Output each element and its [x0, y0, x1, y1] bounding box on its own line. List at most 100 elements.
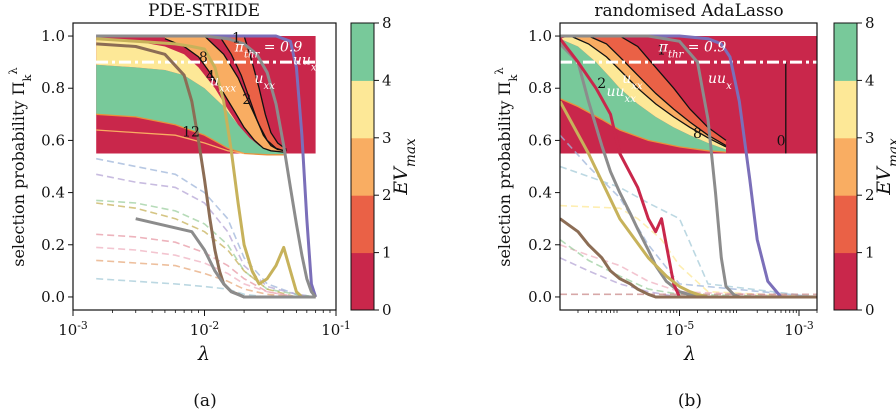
- series-brown: [560, 217, 817, 299]
- colorbar-segment: [351, 80, 374, 139]
- contour-label: 8: [693, 126, 702, 142]
- region-label: uuxx: [606, 84, 636, 105]
- colorbar-tick-label: 1: [865, 244, 875, 262]
- colorbar-segment: [834, 80, 857, 139]
- dashed-series-0: [96, 157, 316, 298]
- region-label: uxx: [254, 71, 275, 92]
- y-tick-label: 0.4: [41, 184, 65, 202]
- x-tick-label: 10-5: [665, 319, 695, 340]
- panel-b-caption: (b): [678, 391, 702, 411]
- y-tick-label: 0.2: [41, 236, 65, 254]
- colorbar-segment: [834, 252, 857, 311]
- panel-b-y-ticks: 0.0 0.2 0.4 0.6 0.8 1.0: [528, 27, 560, 306]
- panel-a-x-ticks: 10-3 10-2 10-1: [58, 310, 351, 339]
- colorbar-tick-label: 4: [865, 71, 875, 89]
- threshold-label: πthr = 0.9: [658, 40, 727, 61]
- contour-label: 0: [777, 134, 786, 150]
- contour-line-3: [204, 35, 284, 152]
- colorbar-tick-label: 2: [865, 186, 875, 204]
- contour-label: 8: [199, 50, 208, 66]
- series-uu_x: [560, 34, 817, 299]
- colorbar-segment: [351, 23, 374, 81]
- contour-label: 1: [657, 42, 666, 58]
- x-tick-label: 10-2: [190, 319, 220, 340]
- contour-band-2: [560, 36, 726, 150]
- panel-b-colorbar: 0 1 2 3 4 8 EVmax: [833, 14, 896, 319]
- y-tick-label: 0.0: [528, 288, 552, 306]
- panel-a-colorbar: 0 1 2 3 4 8 EVmax: [350, 14, 419, 319]
- panel-b-x-ticks: 10-5 10-3: [577, 310, 818, 340]
- y-tick-label: 0.6: [528, 131, 552, 149]
- colorbar-tick-label: 3: [382, 129, 392, 147]
- panel-b-y-label: selection probability Πkλ: [492, 67, 520, 267]
- panel-b-plot-area: 1 2 8 0 πthr = 0.9 uxx uux uuxx: [560, 23, 817, 310]
- colorbar-tick-label: 1: [382, 244, 392, 262]
- y-tick-label: 1.0: [528, 27, 552, 45]
- panel-b-title: randomised AdaLasso: [594, 1, 783, 21]
- region-label: uux: [293, 53, 317, 74]
- colorbar-tick-label: 8: [382, 14, 392, 32]
- region-label: uxx: [622, 71, 643, 92]
- dashed-series-1: [560, 204, 817, 298]
- colorbar-frame: [350, 22, 375, 311]
- dashed-series-3: [560, 244, 817, 298]
- contour-line-2: [164, 38, 284, 153]
- colorbar-segment: [834, 23, 857, 81]
- contour-band-1: [560, 38, 726, 153]
- colorbar-frame: [833, 22, 858, 311]
- contour-line-0: [96, 113, 284, 156]
- dashed-series-5: [96, 246, 316, 298]
- series-red: [560, 37, 817, 299]
- contour-line-0: [570, 35, 727, 148]
- panel-b-frame: [559, 22, 818, 311]
- y-tick-label: 1.0: [41, 27, 65, 45]
- colorbar-tick-label: 0: [865, 301, 875, 319]
- colorbar-segment: [834, 137, 857, 196]
- colorbar-tick-label: 8: [865, 14, 875, 32]
- panel-a-y-label: selection probability Πkλ: [6, 67, 34, 267]
- series-u_xx: [560, 34, 817, 299]
- colorbar-tick-label: 0: [382, 301, 392, 319]
- x-tick-label: 10-1: [321, 319, 351, 340]
- contour-label: 4: [206, 68, 215, 84]
- contour-label: 1: [232, 31, 241, 47]
- contour-band-3: [570, 36, 726, 147]
- panel-a-title: PDE-STRIDE: [148, 1, 260, 21]
- panel-b-x-label: λ: [683, 343, 696, 365]
- threshold-label: πthr = 0.9: [234, 40, 303, 61]
- dashed-series-6: [96, 259, 316, 298]
- contour-label: 12: [182, 124, 200, 140]
- y-tick-label: 0.0: [41, 288, 65, 306]
- series-u_xx: [96, 34, 317, 298]
- colorbar-segment: [834, 195, 857, 254]
- dashed-series-2: [96, 199, 316, 298]
- colorbar-segment: [351, 195, 374, 254]
- colorbar-segment: [351, 137, 374, 196]
- colorbar-segment: [351, 252, 374, 311]
- contour-label: 2: [242, 92, 251, 108]
- panel-a-caption: (a): [193, 391, 216, 411]
- region-label: uux: [708, 71, 732, 92]
- x-tick-label: 10-3: [58, 319, 88, 340]
- contour-band-2: [96, 38, 284, 153]
- panel-a-y-ticks: 0.0 0.2 0.4 0.6 0.8 1.0: [41, 27, 73, 306]
- y-tick-label: 0.2: [528, 236, 552, 254]
- y-tick-label: 0.4: [528, 184, 552, 202]
- x-tick-label: 10-3: [784, 319, 814, 340]
- series-u_xxx: [96, 37, 307, 299]
- y-tick-label: 0.6: [41, 131, 65, 149]
- colorbar-tick-label: 2: [382, 186, 392, 204]
- y-tick-label: 0.8: [528, 79, 552, 97]
- contour-line-1: [588, 35, 727, 147]
- contour-line-3: [560, 98, 727, 153]
- contour-band-1: [96, 64, 284, 155]
- contour-label: 2: [597, 76, 606, 92]
- y-tick-label: 0.8: [41, 79, 65, 97]
- panel-b: 1 2 8 0 πthr = 0.9 uxx uux uuxx randomised AdaL…: [492, 1, 896, 411]
- region-label: uxxx: [210, 74, 236, 95]
- panel-a-x-label: λ: [197, 343, 210, 365]
- colorbar-tick-label: 3: [865, 129, 875, 147]
